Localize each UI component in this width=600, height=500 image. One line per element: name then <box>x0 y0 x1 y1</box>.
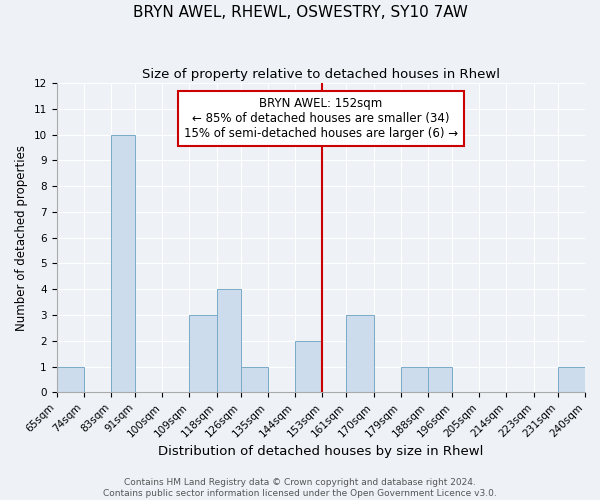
Text: BRYN AWEL, RHEWL, OSWESTRY, SY10 7AW: BRYN AWEL, RHEWL, OSWESTRY, SY10 7AW <box>133 5 467 20</box>
Y-axis label: Number of detached properties: Number of detached properties <box>15 144 28 330</box>
X-axis label: Distribution of detached houses by size in Rhewl: Distribution of detached houses by size … <box>158 444 484 458</box>
Bar <box>428 366 452 392</box>
Bar <box>401 366 428 392</box>
Bar <box>56 366 84 392</box>
Bar <box>241 366 268 392</box>
Bar <box>558 366 585 392</box>
Bar <box>346 315 374 392</box>
Bar <box>190 315 217 392</box>
Title: Size of property relative to detached houses in Rhewl: Size of property relative to detached ho… <box>142 68 500 80</box>
Bar <box>295 341 322 392</box>
Text: Contains HM Land Registry data © Crown copyright and database right 2024.
Contai: Contains HM Land Registry data © Crown c… <box>103 478 497 498</box>
Bar <box>111 134 135 392</box>
Text: BRYN AWEL: 152sqm
← 85% of detached houses are smaller (34)
15% of semi-detached: BRYN AWEL: 152sqm ← 85% of detached hous… <box>184 97 458 140</box>
Bar <box>217 290 241 393</box>
